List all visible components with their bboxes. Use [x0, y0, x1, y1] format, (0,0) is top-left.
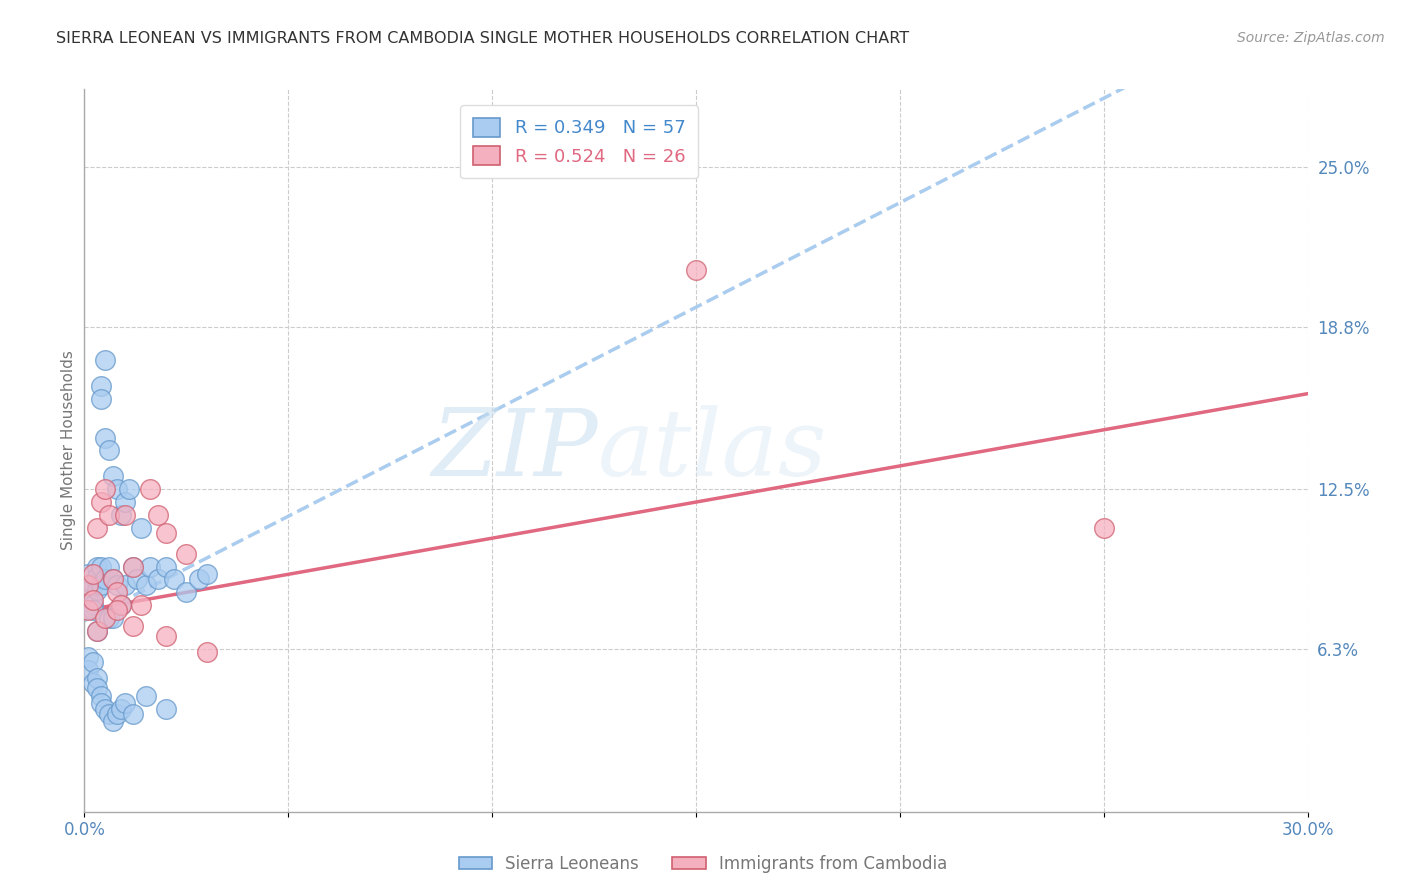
- Text: atlas: atlas: [598, 406, 828, 495]
- Point: [82, 599, 104, 613]
- Point: [105, 603, 128, 617]
- Point: [77, 649, 100, 664]
- Point: [82, 567, 104, 582]
- Point: [110, 599, 132, 613]
- Point: [114, 696, 136, 710]
- Point: [97, 508, 120, 522]
- Point: [1092, 521, 1115, 535]
- Point: [90, 379, 112, 393]
- Point: [105, 577, 128, 591]
- Point: [90, 577, 112, 591]
- Point: [146, 573, 169, 587]
- Point: [101, 714, 124, 729]
- Point: [82, 603, 104, 617]
- Point: [105, 585, 128, 599]
- Legend: Sierra Leoneans, Immigrants from Cambodia: Sierra Leoneans, Immigrants from Cambodi…: [451, 848, 955, 880]
- Point: [118, 482, 141, 496]
- Point: [90, 495, 112, 509]
- Point: [155, 701, 177, 715]
- Point: [187, 573, 209, 587]
- Point: [93, 573, 115, 587]
- Point: [155, 559, 177, 574]
- Point: [685, 263, 707, 277]
- Point: [97, 611, 120, 625]
- Point: [86, 671, 108, 685]
- Point: [97, 559, 120, 574]
- Point: [174, 585, 197, 599]
- Point: [86, 624, 108, 639]
- Point: [131, 599, 153, 613]
- Point: [77, 603, 100, 617]
- Point: [97, 443, 120, 458]
- Point: [86, 559, 108, 574]
- Point: [110, 508, 132, 522]
- Point: [122, 559, 145, 574]
- Text: ZIP: ZIP: [432, 406, 598, 495]
- Text: SIERRA LEONEAN VS IMMIGRANTS FROM CAMBODIA SINGLE MOTHER HOUSEHOLDS CORRELATION : SIERRA LEONEAN VS IMMIGRANTS FROM CAMBOD…: [56, 31, 910, 46]
- Point: [122, 619, 145, 633]
- Point: [90, 559, 112, 574]
- Point: [105, 706, 128, 721]
- Point: [86, 681, 108, 695]
- Text: Source: ZipAtlas.com: Source: ZipAtlas.com: [1237, 31, 1385, 45]
- Point: [82, 655, 104, 669]
- Point: [93, 431, 115, 445]
- Point: [138, 559, 160, 574]
- Point: [86, 624, 108, 639]
- Point: [114, 508, 136, 522]
- Point: [114, 495, 136, 509]
- Point: [77, 577, 100, 591]
- Point: [122, 559, 145, 574]
- Legend: R = 0.349   N = 57, R = 0.524   N = 26: R = 0.349 N = 57, R = 0.524 N = 26: [460, 105, 697, 178]
- Point: [90, 392, 112, 406]
- Point: [127, 573, 149, 587]
- Point: [146, 508, 169, 522]
- Point: [86, 521, 108, 535]
- Point: [90, 689, 112, 703]
- Point: [93, 701, 115, 715]
- Point: [155, 526, 177, 541]
- Point: [101, 469, 124, 483]
- Point: [114, 577, 136, 591]
- Point: [195, 645, 218, 659]
- Point: [77, 585, 100, 599]
- Point: [77, 567, 100, 582]
- Point: [131, 521, 153, 535]
- Point: [110, 599, 132, 613]
- Point: [86, 570, 108, 584]
- Point: [122, 706, 145, 721]
- Point: [101, 573, 124, 587]
- Point: [93, 611, 115, 625]
- Point: [195, 567, 218, 582]
- Point: [82, 675, 104, 690]
- Point: [77, 663, 100, 677]
- Point: [93, 353, 115, 368]
- Point: [105, 482, 128, 496]
- Point: [135, 577, 157, 591]
- Point: [97, 706, 120, 721]
- Y-axis label: Single Mother Households: Single Mother Households: [60, 351, 76, 550]
- Point: [82, 577, 104, 591]
- Point: [86, 582, 108, 597]
- Point: [90, 696, 112, 710]
- Point: [155, 629, 177, 643]
- Point: [82, 593, 104, 607]
- Point: [174, 547, 197, 561]
- Point: [101, 611, 124, 625]
- Point: [138, 482, 160, 496]
- Point: [110, 701, 132, 715]
- Point: [93, 482, 115, 496]
- Point: [101, 573, 124, 587]
- Point: [135, 689, 157, 703]
- Point: [163, 573, 186, 587]
